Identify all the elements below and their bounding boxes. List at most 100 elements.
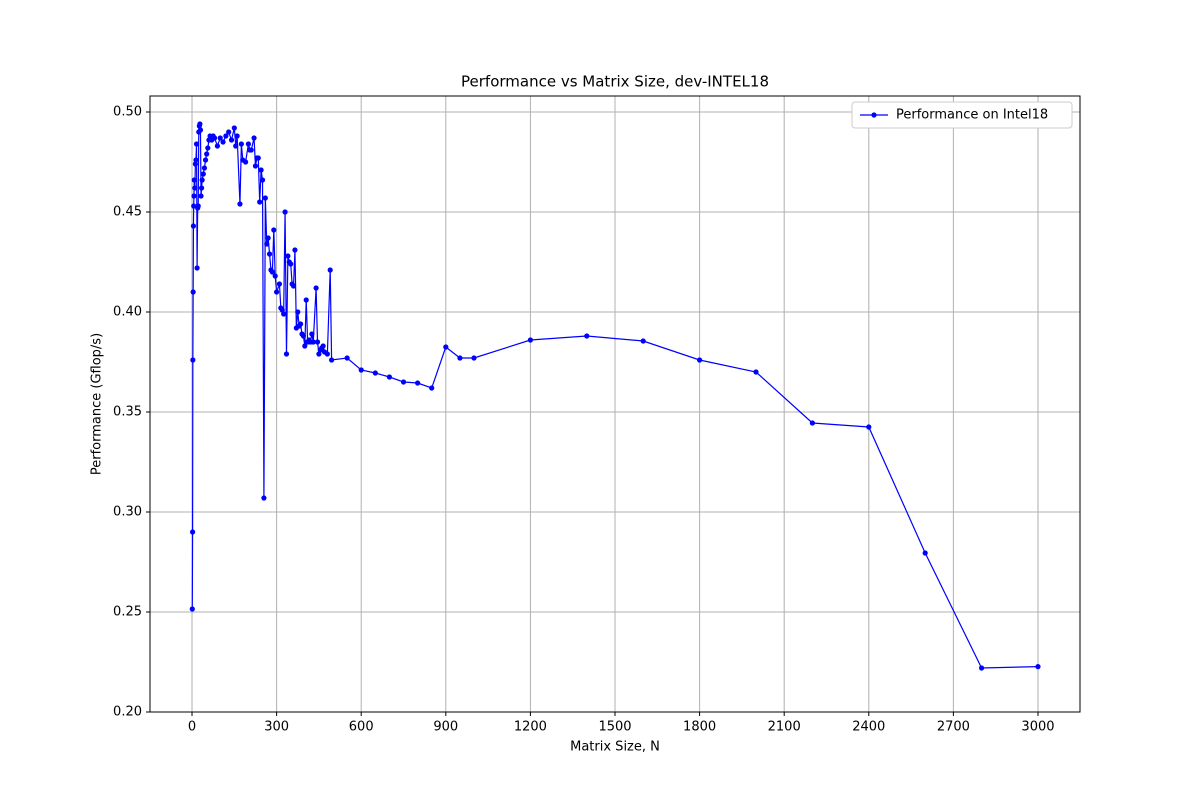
data-point [191,193,197,199]
x-tick-label: 1500 [598,720,631,735]
data-point [200,171,206,177]
x-tick-label: 300 [264,720,289,735]
data-point [329,357,335,363]
data-point [190,223,197,229]
data-point [314,339,321,345]
data-point [198,193,204,199]
data-point [257,199,263,205]
y-tick-label: 0.30 [113,505,142,520]
data-point [290,283,297,289]
data-point [261,495,267,501]
data-point [214,143,220,149]
data-point [245,141,252,147]
data-point [193,141,200,147]
data-point [457,355,463,361]
data-point [283,351,290,357]
x-tick-label: 1200 [514,720,547,735]
data-point [211,135,218,141]
x-tick-label: 900 [433,720,458,735]
data-point [258,167,264,173]
data-point [303,297,309,303]
chart-title: Performance vs Matrix Size, dev-INTEL18 [461,73,769,91]
data-point [584,333,590,339]
data-point [192,161,199,167]
data-point [281,311,287,317]
data-point [194,265,200,271]
y-tick-label: 0.40 [113,305,142,320]
data-point [255,155,261,161]
data-point [238,141,244,147]
data-point [276,281,283,287]
y-tick-label: 0.25 [113,605,142,620]
y-tick-label: 0.50 [113,105,142,120]
data-point [189,606,195,612]
x-tick-label: 0 [188,720,196,735]
data-point [866,424,872,430]
data-point [313,285,319,291]
data-point [191,177,197,183]
data-point [1035,664,1041,670]
data-point [237,201,243,207]
data-point [259,177,266,183]
legend-marker [871,112,877,118]
data-point [300,333,307,339]
legend-box [851,101,1073,129]
data-point [978,665,985,671]
data-point [197,121,203,127]
x-tick-label: 600 [349,720,374,735]
data-point [234,133,240,139]
data-point [640,338,646,344]
data-point [429,385,435,391]
data-point [265,235,271,241]
data-point [922,550,928,556]
data-point [217,135,223,141]
data-point [753,369,759,375]
data-point [309,331,315,337]
plot-frame [149,95,1081,713]
data-point [191,203,197,209]
data-point [272,273,278,279]
data-point [202,157,209,163]
data-point [415,380,421,386]
data-point [271,227,277,233]
data-point [288,261,294,267]
data-point [809,420,815,426]
data-point [248,147,254,153]
data-point [302,343,308,349]
data-point [320,343,326,349]
data-point [190,289,196,295]
data-point [233,143,239,149]
data-point [252,163,259,169]
data-point [372,370,378,376]
x-axis-label: Matrix Size, N [570,740,660,755]
data-point [199,185,205,191]
legend-label: Performance on Intel18 [896,108,1048,123]
data-point [193,157,199,163]
x-tick-label: 3000 [1021,720,1054,735]
data-point [386,374,393,380]
data-point [264,241,270,247]
data-point [274,289,280,295]
data-point [282,209,288,215]
y-tick-label: 0.20 [113,705,142,720]
data-point [266,251,273,257]
data-point [292,247,298,253]
data-point [231,125,237,131]
data-point [285,253,291,259]
data-point [344,355,350,361]
data-point [242,159,249,165]
data-point [201,165,208,171]
x-tick-label: 2700 [937,720,970,735]
data-point [400,379,407,385]
data-point [471,355,477,361]
data-point [223,133,229,139]
data-point [324,351,330,357]
data-point [226,129,232,135]
data-point [205,145,211,151]
data-point [204,151,210,157]
y-tick-label: 0.45 [113,205,142,220]
y-tick-label: 0.35 [113,405,142,420]
x-tick-label: 2100 [768,720,801,735]
